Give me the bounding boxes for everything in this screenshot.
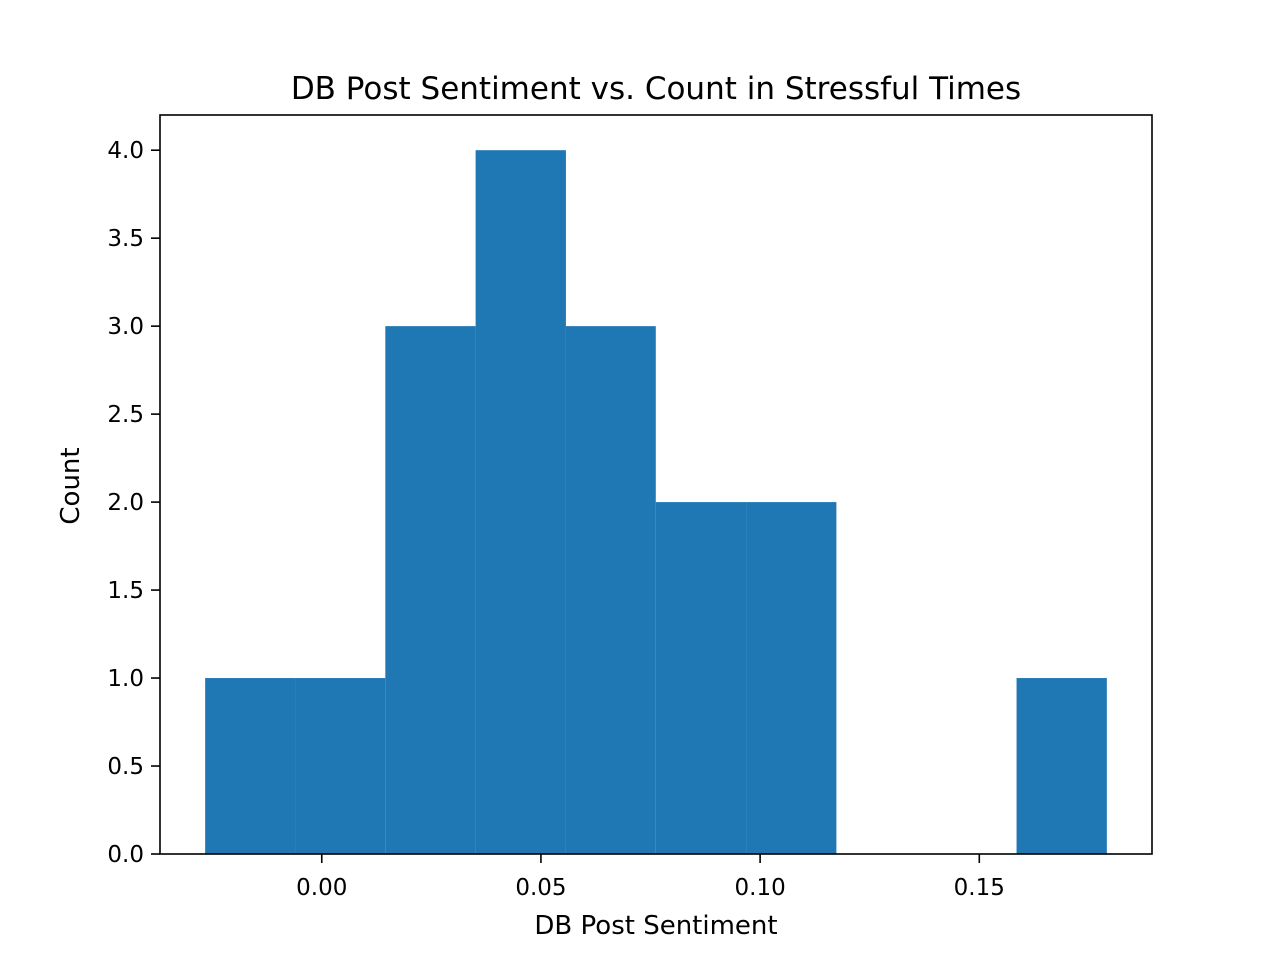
x-axis-label: DB Post Sentiment bbox=[534, 911, 777, 941]
x-tick-label: 0.05 bbox=[515, 875, 566, 901]
ticks-layer: 0.00 0.05 0.10 0.15 0.0 0.5 1.0 1.5 2.0 2.5 3.0 3.5… bbox=[107, 138, 1004, 901]
y-tick-label: 0.5 bbox=[107, 754, 144, 780]
histogram-bar bbox=[475, 150, 566, 854]
x-tick-label: 0.10 bbox=[735, 875, 786, 901]
plot-frame bbox=[159, 114, 1153, 855]
histogram-bar bbox=[746, 502, 837, 854]
y-tick-label: 2.0 bbox=[107, 490, 144, 516]
y-tick-label: 2.5 bbox=[107, 402, 144, 428]
y-tick-label: 1.0 bbox=[107, 666, 144, 692]
x-tick-label: 0.15 bbox=[954, 875, 1005, 901]
histogram-bar bbox=[205, 678, 296, 854]
y-tick-label: 0.0 bbox=[107, 842, 144, 868]
chart-title: DB Post Sentiment vs. Count in Stressful… bbox=[291, 71, 1021, 107]
y-tick-label: 4.0 bbox=[107, 138, 144, 164]
x-tick-label: 0.00 bbox=[296, 875, 347, 901]
histogram-bar bbox=[1016, 678, 1107, 854]
y-axis-label: Count bbox=[56, 447, 86, 524]
histogram-bar bbox=[385, 326, 476, 854]
histogram-bar bbox=[655, 502, 747, 854]
y-tick-label: 1.5 bbox=[107, 578, 144, 604]
bars-layer bbox=[205, 150, 1107, 854]
y-tick-label: 3.0 bbox=[107, 314, 144, 340]
histogram-bar bbox=[295, 678, 386, 854]
y-tick-label: 3.5 bbox=[107, 226, 144, 252]
histogram-bar bbox=[565, 326, 656, 854]
